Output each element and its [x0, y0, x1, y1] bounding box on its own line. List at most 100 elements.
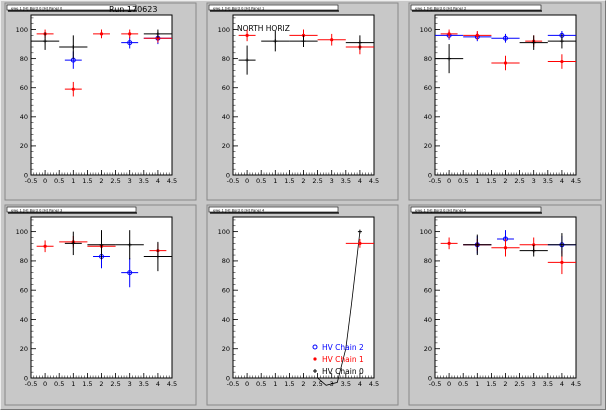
title-box — [208, 206, 339, 213]
data-point — [64, 81, 82, 97]
data-point — [64, 231, 82, 256]
pad-title: ewe 1 [H] Bord 0 [H] Panel 5 — [410, 206, 542, 214]
y-tick-label: 40 — [424, 316, 432, 324]
y-tick-label: 100 — [420, 228, 432, 236]
x-tick-label: 0 — [245, 177, 249, 185]
data-point — [121, 36, 139, 49]
plot-pad-1: ewe 1 [H] Bord 0 [H] Panel 1 -0.5 0 0.5 1 1.5… — [206, 2, 399, 201]
y-tick-label: 20 — [20, 142, 28, 150]
x-tick-label: 1 — [71, 380, 75, 388]
data-point — [36, 240, 54, 253]
x-tick-label: 1.5 — [486, 177, 496, 185]
x-tick-label: -0.5 — [25, 380, 38, 388]
x-tick-label: 3 — [330, 177, 334, 185]
y-tick-label: 80 — [20, 257, 28, 265]
y-tick-label: 20 — [424, 345, 432, 353]
data-point — [491, 33, 520, 43]
star-marker — [475, 33, 479, 37]
data-point — [547, 33, 576, 49]
y-tick-label: 80 — [424, 55, 432, 63]
y-tick-label: 40 — [20, 316, 28, 324]
circle-marker — [503, 35, 508, 41]
data-point — [121, 257, 139, 288]
x-tick-label: 4 — [560, 380, 564, 388]
plot-pad-2: ewe 1 [H] Bord 0 [H] Panel 2-0.5 0 0.5 1 1.5… — [408, 2, 602, 201]
x-tick-label: 0.5 — [458, 177, 468, 185]
y-tick-label: 40 — [222, 316, 230, 324]
title-text: ewe 1 [H] Bord 0 [H] Panel 4 — [213, 208, 265, 212]
x-tick-label: 2.5 — [110, 380, 120, 388]
y-tick-label: 100 — [16, 26, 28, 34]
x-tick-label: 2 — [99, 380, 103, 388]
legend-label: HV Chain 1 — [322, 355, 364, 364]
data-point — [519, 244, 548, 257]
plot-pad-5: ewe 1 [H] Bord 0 [H] Panel 5-0.5 0 0.5 1 1.5… — [408, 204, 602, 406]
title-text: ewe 1 [H] Bord 0 [H] Panel 1 — [213, 6, 264, 10]
x-tick-label: 3.5 — [341, 177, 351, 185]
plot-frame — [232, 216, 375, 379]
data-point — [440, 29, 458, 39]
plot-pad-4: ewe 1 [H] Bord 0 [H] Panel 4-0.5 0 0.5 1 1.5… — [206, 204, 399, 406]
x-tick-label: 0.5 — [256, 177, 266, 185]
y-tick-label: 0 — [24, 171, 28, 179]
title-box — [410, 206, 542, 213]
y-tick-label: 100 — [218, 26, 230, 34]
x-tick-label: 1.5 — [284, 177, 294, 185]
x-tick-label: 0 — [43, 177, 47, 185]
x-tick-label: 3 — [532, 177, 536, 185]
y-tick-label: 20 — [222, 345, 230, 353]
pad-title: ewe 1 [H] Bord 0 [H] Panel 2 — [410, 4, 542, 12]
y-tick-label: 60 — [20, 84, 28, 92]
x-tick-label: 0 — [447, 177, 451, 185]
y-tick-label: 0 — [428, 171, 432, 179]
data-point — [357, 229, 362, 234]
data-point — [261, 31, 290, 52]
y-tick-label: 100 — [420, 26, 432, 34]
x-tick-label: -0.5 — [227, 177, 240, 185]
y-tick-label: 0 — [226, 374, 230, 382]
y-tick-label: 60 — [222, 84, 230, 92]
x-tick-label: 3.5 — [139, 380, 149, 388]
data-point — [440, 237, 458, 250]
x-tick-label: 2.5 — [312, 177, 322, 185]
x-tick-label: 1 — [273, 177, 277, 185]
pad-title: ewe 1 [H] Bord 0 [H] Panel 1 — [208, 4, 339, 12]
title-text: ewe 1 [H] Bord 0 [H] Panel 3 — [11, 208, 62, 212]
pad-title: ewe 1 [H] Bord 0 [H] Panel 3 — [6, 206, 137, 214]
title-text: ewe 1 [H] Bord 0 [H] Panel 2 — [415, 6, 466, 10]
x-tick-label: -0.5 — [25, 177, 38, 185]
x-tick-label: 1 — [71, 177, 75, 185]
x-tick-label: 2 — [503, 380, 507, 388]
x-tick-label: 3.5 — [341, 380, 351, 388]
y-tick-label: 60 — [424, 84, 432, 92]
x-tick-label: 2.5 — [514, 177, 524, 185]
star-marker — [71, 87, 75, 91]
data-point — [143, 241, 172, 272]
star-marker — [99, 32, 104, 36]
data-point — [547, 54, 576, 69]
star-marker — [503, 61, 508, 65]
x-tick-label: 2.5 — [514, 380, 524, 388]
data-point — [491, 238, 520, 257]
x-tick-label: 4.5 — [571, 380, 581, 388]
legend-star-marker — [313, 357, 317, 361]
data-point — [519, 35, 548, 50]
title-text: ewe 1 [H] Bord 0 [H] Panel 5 — [415, 208, 466, 212]
y-tick-label: 60 — [20, 286, 28, 294]
y-tick-label: 80 — [424, 257, 432, 265]
x-tick-label: 0.5 — [256, 380, 266, 388]
x-tick-label: 2.5 — [312, 380, 322, 388]
x-tick-label: 4.5 — [167, 177, 177, 185]
x-tick-label: 0 — [245, 380, 249, 388]
x-tick-label: 4.5 — [571, 177, 581, 185]
y-tick-label: 100 — [16, 228, 28, 236]
x-tick-label: 1 — [273, 380, 277, 388]
x-tick-label: 3.5 — [139, 177, 149, 185]
x-tick-label: 2.5 — [110, 177, 120, 185]
y-tick-label: 100 — [218, 228, 230, 236]
x-tick-label: 1.5 — [82, 380, 92, 388]
x-tick-label: 2 — [99, 177, 103, 185]
x-tick-label: 4.5 — [369, 177, 379, 185]
x-tick-label: 4 — [358, 177, 362, 185]
